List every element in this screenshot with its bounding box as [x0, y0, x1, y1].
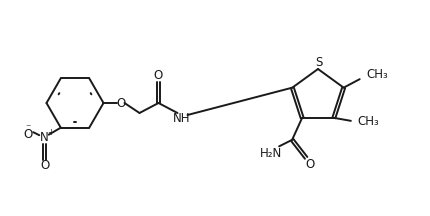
- Text: N: N: [40, 131, 49, 144]
- Text: ⁻: ⁻: [25, 124, 31, 134]
- Text: O: O: [117, 97, 126, 110]
- Text: O: O: [40, 159, 49, 172]
- Text: O: O: [24, 128, 33, 141]
- Text: CH₃: CH₃: [367, 68, 388, 81]
- Text: O: O: [154, 69, 163, 82]
- Text: NH: NH: [173, 112, 190, 125]
- Text: H₂N: H₂N: [260, 147, 282, 160]
- Text: O: O: [305, 158, 315, 171]
- Text: +: +: [47, 128, 54, 137]
- Text: S: S: [315, 56, 322, 69]
- Text: CH₃: CH₃: [358, 115, 380, 128]
